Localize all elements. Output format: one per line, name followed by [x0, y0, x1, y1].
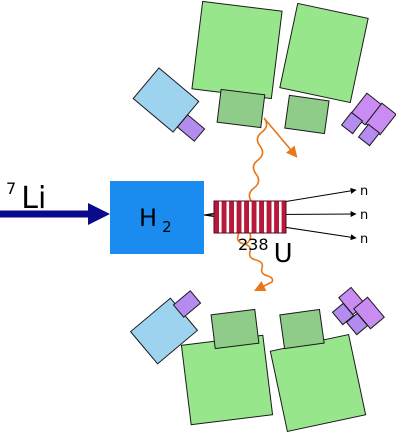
gamma-ray-down [231, 227, 274, 292]
h2-symbol: H [139, 204, 157, 232]
neutron-label-2: n [360, 208, 368, 223]
upper-left-large-detector [191, 0, 283, 100]
upper-side-detector-tip [176, 114, 206, 142]
uranium-sample-outline [213, 200, 287, 234]
lower-right-detector-neck [279, 308, 325, 350]
uranium-sample-stripe [241, 201, 245, 233]
upper-right-detector-neck [284, 94, 330, 135]
beam-element-symbol: Li [21, 181, 46, 216]
uranium-sample-stripe [249, 201, 252, 233]
lower-right-small-detector-d [345, 312, 369, 336]
uranium-sample-stripe [271, 201, 275, 233]
uranium-symbol: U [274, 239, 293, 269]
uranium-sample-stripes [219, 201, 282, 233]
neutron-label-3: n [360, 232, 368, 247]
beam-mass-number: 7 [6, 179, 16, 198]
upper-right-small-detector-d [357, 123, 381, 147]
lower-left-detector-neck [210, 308, 260, 350]
beam-arrow-head [88, 203, 110, 225]
beam-nucleus-label: 7 Li [6, 179, 46, 216]
beam: 7 Li [0, 179, 110, 225]
uranium-sample: 238 U [213, 200, 293, 269]
h2-target-box [110, 181, 204, 254]
uranium-sample-stripe [256, 201, 260, 233]
uranium-sample-stripe [226, 201, 230, 233]
lower-left-large-detector [180, 334, 274, 426]
h2-target: H 2 [110, 181, 204, 254]
uranium-sample-stripe [219, 201, 222, 233]
h2-target-label: H 2 [139, 204, 172, 236]
neutron-label-1: n [360, 184, 368, 199]
upper-right-large-detector [279, 2, 369, 104]
h2-subscript: 2 [162, 218, 172, 236]
upper-left-detector-neck [216, 88, 266, 129]
uranium-mass-number: 238 [238, 235, 269, 254]
upper-right-small-detector-c [340, 111, 364, 135]
lower-side-detector-tip [172, 290, 202, 318]
uranium-sample-stripe [279, 201, 282, 233]
upper-detector-array [132, 0, 396, 147]
uranium-sample-stripe [234, 201, 237, 233]
lower-right-small-detector-c [331, 302, 355, 326]
uranium-sample-stripe [264, 201, 267, 233]
uranium-label: 238 U [238, 235, 293, 269]
lower-detector-array [129, 286, 385, 432]
